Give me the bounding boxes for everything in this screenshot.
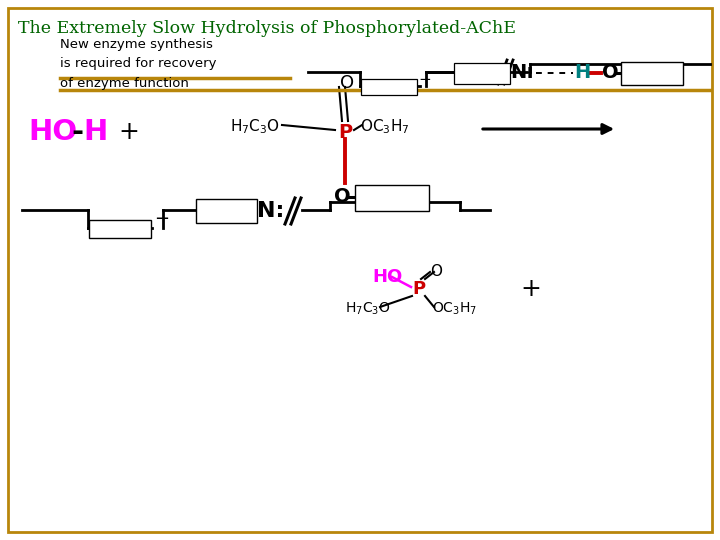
- Text: The Extremely Slow Hydrolysis of Phosphorylated-AChE: The Extremely Slow Hydrolysis of Phospho…: [18, 20, 516, 37]
- Text: H: H: [574, 64, 590, 83]
- Text: P: P: [338, 124, 352, 143]
- Text: H: H: [83, 118, 107, 146]
- Text: Serine: Serine: [361, 188, 421, 206]
- Text: O: O: [430, 264, 442, 279]
- Text: N:: N:: [257, 201, 284, 221]
- Text: Glutamate: Glutamate: [364, 83, 412, 91]
- Text: O: O: [602, 64, 618, 83]
- FancyBboxPatch shape: [355, 185, 429, 211]
- Text: O: O: [334, 187, 351, 206]
- Text: HO: HO: [28, 118, 77, 146]
- Text: −: −: [154, 210, 169, 228]
- Text: +: +: [118, 120, 139, 144]
- Text: -: -: [71, 118, 83, 146]
- FancyBboxPatch shape: [89, 220, 151, 238]
- Text: −: −: [418, 71, 431, 86]
- Text: New enzyme synthesis
is required for recovery
of enzyme function: New enzyme synthesis is required for rec…: [60, 38, 217, 90]
- Text: OC$_3$H$_7$: OC$_3$H$_7$: [432, 301, 477, 317]
- FancyBboxPatch shape: [196, 199, 257, 223]
- Text: H$_7$C$_3$O: H$_7$C$_3$O: [345, 301, 391, 317]
- Text: P: P: [412, 280, 425, 298]
- Text: +: +: [520, 277, 541, 301]
- Text: Serine: Serine: [626, 65, 681, 80]
- Text: O: O: [340, 74, 354, 92]
- FancyBboxPatch shape: [621, 62, 683, 85]
- Text: HO: HO: [372, 268, 402, 286]
- Text: N:: N:: [510, 64, 534, 83]
- Text: Histidine: Histidine: [200, 205, 255, 218]
- FancyBboxPatch shape: [361, 79, 417, 95]
- Text: Histidine: Histidine: [458, 68, 504, 78]
- Text: Glutamate: Glutamate: [92, 224, 148, 234]
- FancyBboxPatch shape: [454, 63, 510, 84]
- Text: OC$_3$H$_7$: OC$_3$H$_7$: [360, 118, 410, 137]
- Text: H$_7$C$_3$O: H$_7$C$_3$O: [230, 118, 280, 137]
